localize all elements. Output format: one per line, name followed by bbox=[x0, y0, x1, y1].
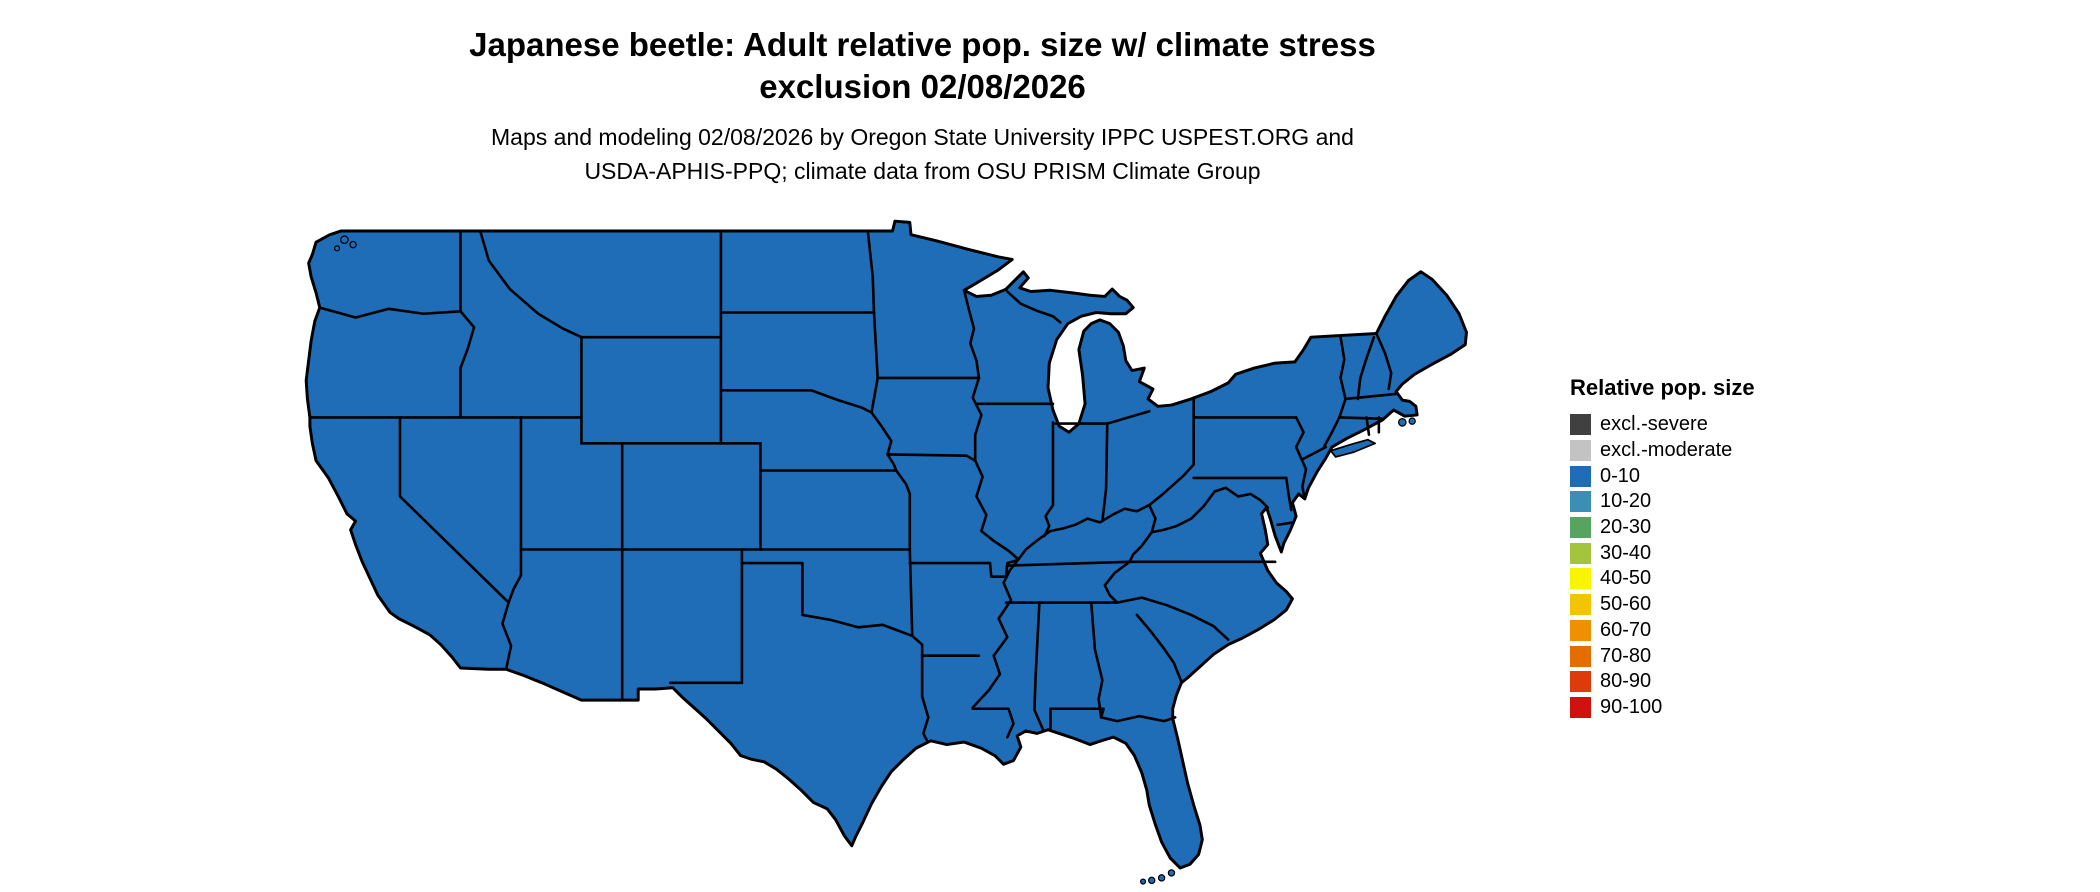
legend-label: 50-60 bbox=[1600, 593, 1652, 616]
legend-swatch bbox=[1570, 645, 1591, 667]
legend-swatch bbox=[1570, 491, 1591, 513]
legend-item: 10-20 bbox=[1570, 489, 1755, 515]
legend-swatch bbox=[1570, 465, 1591, 487]
legend: Relative pop. size excl.-severe excl.-mo… bbox=[1570, 374, 1755, 720]
coastal-islands bbox=[333, 235, 1416, 427]
legend-swatch bbox=[1570, 594, 1591, 616]
legend-label: 60-70 bbox=[1600, 618, 1652, 641]
title-line-2: exclusion 02/08/2026 bbox=[759, 68, 1086, 105]
legend-label: 80-90 bbox=[1600, 670, 1652, 693]
legend-swatch bbox=[1570, 671, 1591, 693]
legend-label: 20-30 bbox=[1600, 516, 1652, 539]
legend-item: 30-40 bbox=[1570, 540, 1755, 566]
legend-item: 60-70 bbox=[1570, 618, 1755, 644]
legend-item: 40-50 bbox=[1570, 566, 1755, 592]
legend-item: 80-90 bbox=[1570, 669, 1755, 695]
legend-item: 70-80 bbox=[1570, 643, 1755, 669]
legend-label: 0-10 bbox=[1600, 464, 1641, 487]
long-island bbox=[1329, 438, 1377, 458]
legend-label: 10-20 bbox=[1600, 490, 1652, 513]
subtitle-line-1: Maps and modeling 02/08/2026 by Oregon S… bbox=[491, 124, 1354, 150]
legend-item: 20-30 bbox=[1570, 515, 1755, 541]
legend-swatch bbox=[1570, 414, 1591, 436]
legend-swatch bbox=[1570, 517, 1591, 539]
legend-item: excl.-severe bbox=[1570, 412, 1755, 438]
state-borders bbox=[308, 229, 1398, 743]
subtitle-line-2: USDA-APHIS-PPQ; climate data from OSU PR… bbox=[584, 158, 1261, 184]
legend-item: 50-60 bbox=[1570, 592, 1755, 618]
legend-swatch bbox=[1570, 440, 1591, 462]
legend-swatch bbox=[1570, 542, 1591, 564]
florida-keys bbox=[1139, 869, 1176, 885]
legend-label: 90-100 bbox=[1600, 695, 1663, 718]
legend-label: excl.-severe bbox=[1600, 413, 1708, 436]
legend-item: 0-10 bbox=[1570, 463, 1755, 489]
legend-swatch bbox=[1570, 568, 1591, 590]
legend-item: 90-100 bbox=[1570, 695, 1755, 721]
title-line-1: Japanese beetle: Adult relative pop. siz… bbox=[469, 26, 1376, 63]
legend-title: Relative pop. size bbox=[1570, 375, 1755, 400]
us-map bbox=[300, 205, 1485, 892]
legend-item: excl.-moderate bbox=[1570, 438, 1755, 464]
country-outline bbox=[304, 219, 1468, 870]
figure-title: Japanese beetle: Adult relative pop. siz… bbox=[0, 24, 1845, 108]
legend-label: 40-50 bbox=[1600, 567, 1652, 590]
legend-swatch bbox=[1570, 696, 1591, 718]
figure-subtitle: Maps and modeling 02/08/2026 by Oregon S… bbox=[0, 120, 1845, 188]
legend-swatch bbox=[1570, 619, 1591, 641]
legend-label: excl.-moderate bbox=[1600, 439, 1733, 462]
legend-label: 30-40 bbox=[1600, 541, 1652, 564]
legend-label: 70-80 bbox=[1600, 644, 1652, 667]
